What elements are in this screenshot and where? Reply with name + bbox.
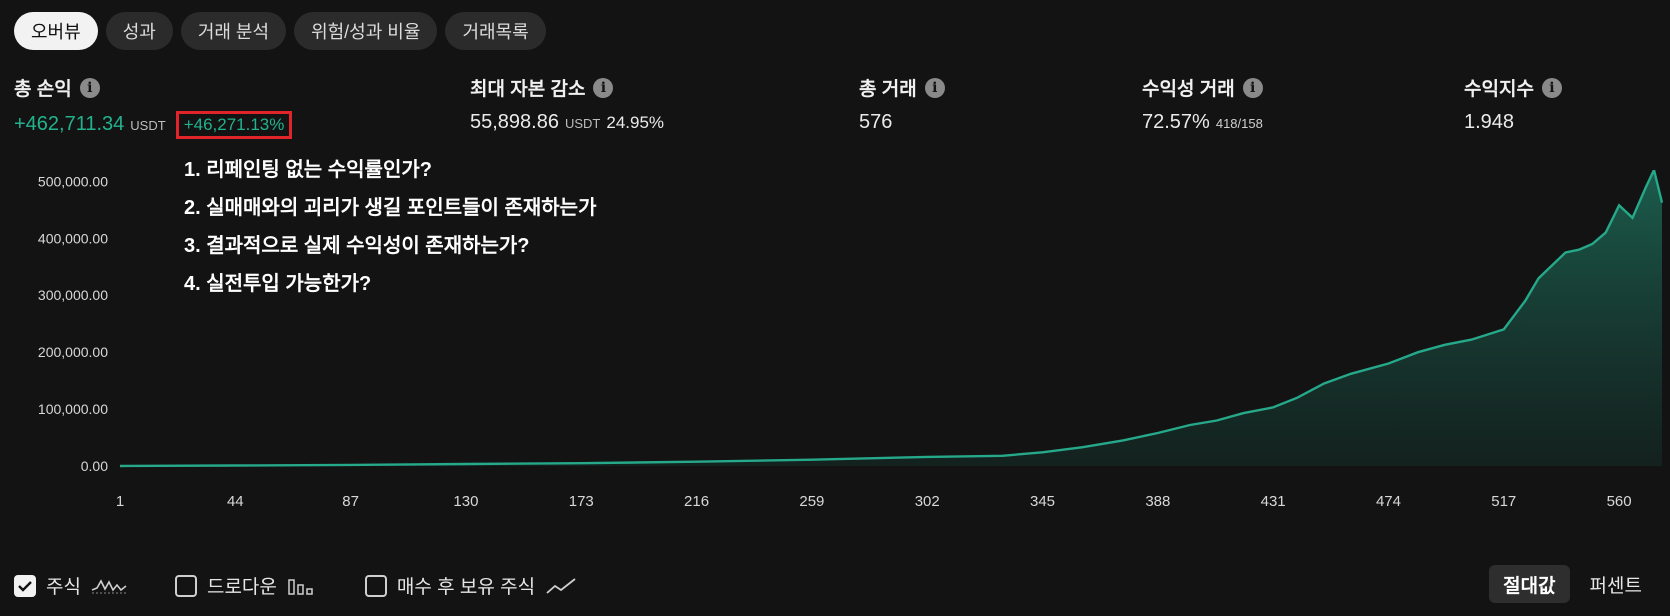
x-tick-label: 130 bbox=[453, 493, 478, 510]
stat-label: 수익성 거래 bbox=[1142, 79, 1235, 100]
x-tick-label: 388 bbox=[1145, 493, 1170, 510]
x-tick-label: 474 bbox=[1376, 493, 1401, 510]
equity-area bbox=[120, 170, 1662, 466]
x-axis: 1 44 87 130 173 216 259 302 345 388 431 474 517 560 bbox=[116, 493, 1632, 510]
info-icon[interactable]: i bbox=[924, 77, 945, 98]
checkbox-buy-and-hold[interactable] bbox=[364, 574, 387, 597]
x-tick-label: 302 bbox=[915, 493, 940, 510]
stat-label: 최대 자본 감소 bbox=[470, 79, 586, 100]
info-icon[interactable]: i bbox=[1541, 77, 1562, 98]
y-tick-label: 100,000.00 bbox=[38, 401, 108, 417]
info-icon[interactable]: i bbox=[79, 77, 100, 98]
bar-chart-icon bbox=[288, 578, 313, 595]
percent-button[interactable]: 퍼센트 bbox=[1589, 575, 1642, 597]
y-tick-label: 200,000.00 bbox=[38, 344, 108, 360]
total-pnl-value: +462,711.34 bbox=[14, 113, 125, 135]
legend-label: 매수 후 보유 주식 bbox=[396, 577, 536, 598]
total-pnl-percent: +46,271.13% bbox=[175, 111, 293, 139]
profitable-ratio: 418/158 bbox=[1215, 116, 1263, 131]
legend-equity[interactable]: 주식 bbox=[14, 572, 127, 599]
legend-label: 주식 bbox=[46, 577, 81, 598]
total-pnl-unit: USDT bbox=[130, 118, 166, 133]
y-tick-label: 500,000.00 bbox=[38, 173, 108, 189]
tab-risk-ratio[interactable]: 위험/성과 비율 bbox=[294, 12, 438, 50]
total-trades-value: 576 bbox=[859, 111, 893, 133]
stat-total-pnl: 총 손익 i +462,711.34 USDT +46,271.13% bbox=[14, 74, 293, 139]
info-icon[interactable]: i bbox=[593, 77, 614, 98]
x-tick-label: 1 bbox=[116, 493, 124, 510]
x-tick-label: 517 bbox=[1491, 493, 1516, 510]
note-2: 2. 실매매와의 괴리가 생길 포인트들이 존재하는가 bbox=[184, 197, 597, 219]
note-4: 4. 실전투입 가능한가? bbox=[184, 273, 372, 295]
x-tick-label: 216 bbox=[684, 493, 709, 510]
tab-bar: 오버뷰 성과 거래 분석 위험/성과 비율 거래목록 bbox=[14, 12, 546, 50]
x-tick-label: 259 bbox=[799, 493, 824, 510]
y-tick-label: 300,000.00 bbox=[38, 287, 108, 303]
legend-buy-and-hold[interactable]: 매수 후 보유 주식 bbox=[364, 572, 577, 599]
absolute-button[interactable]: 절대값 bbox=[1489, 565, 1570, 603]
stat-label: 수익지수 bbox=[1464, 79, 1534, 100]
y-axis: 0.00 100,000.00 200,000.00 300,000.00 400,00… bbox=[38, 173, 108, 474]
stat-label: 총 손익 bbox=[14, 79, 72, 100]
x-tick-label: 87 bbox=[342, 493, 359, 510]
tab-performance[interactable]: 성과 bbox=[105, 12, 173, 50]
line-chart-icon bbox=[546, 577, 576, 594]
stat-total-trades: 총 거래 i 576 bbox=[859, 74, 945, 134]
note-3: 3. 결과적으로 실제 수익성이 존재하는가? bbox=[184, 235, 530, 257]
check-icon bbox=[18, 580, 32, 592]
value-mode-toggle: 절대값 퍼센트 bbox=[1489, 565, 1656, 603]
checkbox-drawdown[interactable] bbox=[174, 574, 197, 597]
x-tick-label: 173 bbox=[569, 493, 594, 510]
x-tick-label: 560 bbox=[1607, 493, 1632, 510]
equity-chart: 0.00 100,000.00 200,000.00 300,000.00 400,00… bbox=[38, 170, 1664, 510]
x-tick-label: 431 bbox=[1261, 493, 1286, 510]
annotation-notes: 1. 리페인팅 없는 수익률인가? 2. 실매매와의 괴리가 생길 포인트들이 … bbox=[184, 156, 596, 308]
checkbox-equity[interactable] bbox=[14, 574, 36, 597]
tab-overview[interactable]: 오버뷰 bbox=[14, 12, 98, 50]
stat-label: 총 거래 bbox=[859, 79, 917, 100]
info-icon[interactable]: i bbox=[1242, 77, 1263, 98]
tab-trade-analysis[interactable]: 거래 분석 bbox=[180, 12, 287, 50]
stat-max-drawdown: 최대 자본 감소 i 55,898.86 USDT 24.95% bbox=[470, 74, 664, 134]
y-tick-label: 400,000.00 bbox=[38, 230, 108, 246]
legend-drawdown[interactable]: 드로다운 bbox=[174, 572, 317, 599]
max-drawdown-unit: USDT bbox=[564, 116, 601, 131]
profitable-value: 72.57% bbox=[1142, 111, 1210, 133]
max-drawdown-percent: 24.95% bbox=[606, 113, 665, 132]
max-drawdown-value: 55,898.86 bbox=[470, 111, 559, 133]
equity-line bbox=[119, 170, 1664, 468]
legend-label: 드로다운 bbox=[206, 577, 277, 598]
profit-factor-value: 1.948 bbox=[1464, 111, 1515, 133]
x-tick-label: 345 bbox=[1030, 493, 1055, 510]
stat-profit-factor: 수익지수 i 1.948 bbox=[1464, 74, 1562, 134]
note-1: 1. 리페인팅 없는 수익률인가? bbox=[184, 159, 432, 181]
stat-profitable-trades: 수익성 거래 i 72.57% 418/158 bbox=[1142, 74, 1263, 134]
chart-legend: 주식 드로다운 매수 후 보유 주식 bbox=[14, 572, 625, 599]
equity-wave-icon bbox=[91, 578, 127, 593]
tab-trade-list[interactable]: 거래목록 bbox=[445, 12, 546, 50]
x-tick-label: 44 bbox=[227, 493, 244, 510]
y-tick-label: 0.00 bbox=[81, 458, 108, 474]
